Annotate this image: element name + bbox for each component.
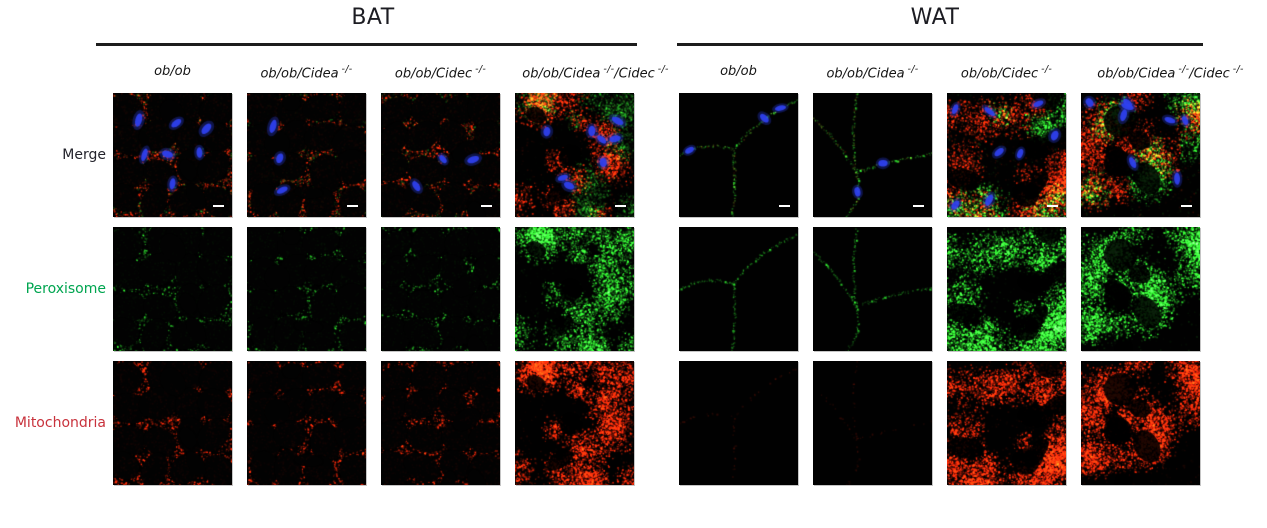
micrograph-canvas <box>247 227 366 351</box>
micrograph-bat-merge-col2 <box>247 93 366 217</box>
genotype-text: ob/ob/Cidea <box>826 66 905 82</box>
micrograph-wat-mitochondria-col2 <box>813 361 932 485</box>
micrograph-wat-mitochondria-col1 <box>679 361 798 485</box>
scale-bar <box>481 205 492 207</box>
scale-bar <box>615 205 626 207</box>
genotype-label-wat-col2: ob/ob/Cidea -/- <box>826 64 918 81</box>
row-label-merge: Merge <box>62 147 106 163</box>
micrograph-canvas <box>1081 227 1200 351</box>
knockout-superscript: -/- <box>907 64 919 75</box>
micrograph-wat-peroxisome-col3 <box>947 227 1066 351</box>
micrograph-canvas <box>247 361 366 485</box>
micrograph-canvas <box>679 227 798 351</box>
micrograph-canvas <box>947 93 1066 217</box>
genotype-text: ob/ob <box>720 64 757 79</box>
genotype-label-bat-col4: ob/ob/Cidea -/-/Cidec -/- <box>522 64 668 81</box>
micrograph-canvas <box>1081 93 1200 217</box>
genotype-label-wat-col4: ob/ob/Cidea -/-/Cidec -/- <box>1097 64 1243 81</box>
knockout-superscript: -/- <box>1178 64 1190 75</box>
micrograph-canvas <box>515 93 634 217</box>
genotype-label-bat-col2: ob/ob/Cidea -/- <box>260 64 352 81</box>
micrograph-canvas <box>679 93 798 217</box>
micrograph-canvas <box>1081 361 1200 485</box>
micrograph-canvas <box>813 361 932 485</box>
micrograph-canvas <box>515 361 634 485</box>
micrograph-bat-merge-col1 <box>113 93 232 217</box>
genotype-text: ob/ob/Cidea <box>522 66 601 82</box>
scale-bar <box>213 205 224 207</box>
micrograph-canvas <box>113 227 232 351</box>
micrograph-canvas <box>813 93 932 217</box>
micrograph-canvas <box>947 361 1066 485</box>
row-label-peroxisome: Peroxisome <box>25 281 106 297</box>
micrograph-wat-merge-col1 <box>679 93 798 217</box>
row-label-mitochondria: Mitochondria <box>14 415 106 431</box>
group-title-wat: WAT <box>910 5 960 30</box>
knockout-superscript: -/- <box>657 64 669 75</box>
micrograph-bat-peroxisome-col1 <box>113 227 232 351</box>
knockout-superscript: -/- <box>1232 64 1244 75</box>
micrograph-wat-merge-col4 <box>1081 93 1200 217</box>
scale-bar <box>913 205 924 207</box>
genotype-label-wat-col3: ob/ob/Cidec -/- <box>961 64 1052 81</box>
genotype-text: /Cidec <box>1189 66 1230 82</box>
micrograph-bat-mitochondria-col1 <box>113 361 232 485</box>
group-underline-bat <box>96 43 637 46</box>
genotype-text: ob/ob/Cidea <box>1097 66 1176 82</box>
micrograph-canvas <box>247 93 366 217</box>
micrograph-canvas <box>381 93 500 217</box>
genotype-label-wat-col1: ob/ob <box>720 64 757 79</box>
micrograph-canvas <box>813 227 932 351</box>
micrograph-canvas <box>381 227 500 351</box>
micrograph-bat-mitochondria-col3 <box>381 361 500 485</box>
scale-bar <box>779 205 790 207</box>
micrograph-wat-merge-col3 <box>947 93 1066 217</box>
genotype-text: /Cidec <box>614 66 655 82</box>
scale-bar <box>1181 205 1192 207</box>
group-title-bat: BAT <box>351 5 395 30</box>
micrograph-canvas <box>113 361 232 485</box>
micrograph-wat-merge-col2 <box>813 93 932 217</box>
genotype-label-bat-col3: ob/ob/Cidec -/- <box>395 64 486 81</box>
micrograph-bat-peroxisome-col4 <box>515 227 634 351</box>
micrograph-canvas <box>947 227 1066 351</box>
genotype-text: ob/ob <box>154 64 191 79</box>
knockout-superscript: -/- <box>603 64 615 75</box>
micrograph-wat-peroxisome-col4 <box>1081 227 1200 351</box>
knockout-superscript: -/- <box>475 64 487 75</box>
group-underline-wat <box>677 43 1203 46</box>
micrograph-wat-mitochondria-col4 <box>1081 361 1200 485</box>
scale-bar <box>1047 205 1058 207</box>
micrograph-wat-peroxisome-col1 <box>679 227 798 351</box>
micrograph-bat-merge-col3 <box>381 93 500 217</box>
micrograph-bat-peroxisome-col2 <box>247 227 366 351</box>
knockout-superscript: -/- <box>341 64 353 75</box>
micrograph-canvas <box>515 227 634 351</box>
micrograph-canvas <box>113 93 232 217</box>
knockout-superscript: -/- <box>1041 64 1053 75</box>
micrograph-wat-mitochondria-col3 <box>947 361 1066 485</box>
scale-bar <box>347 205 358 207</box>
micrograph-bat-merge-col4 <box>515 93 634 217</box>
micrograph-bat-mitochondria-col2 <box>247 361 366 485</box>
genotype-text: ob/ob/Cidec <box>960 66 1039 82</box>
genotype-text: ob/ob/Cidea <box>260 66 339 82</box>
micrograph-canvas <box>679 361 798 485</box>
micrograph-canvas <box>381 361 500 485</box>
micrograph-bat-mitochondria-col4 <box>515 361 634 485</box>
genotype-text: ob/ob/Cidec <box>394 66 473 82</box>
micrograph-bat-peroxisome-col3 <box>381 227 500 351</box>
micrograph-wat-peroxisome-col2 <box>813 227 932 351</box>
genotype-label-bat-col1: ob/ob <box>154 64 191 79</box>
